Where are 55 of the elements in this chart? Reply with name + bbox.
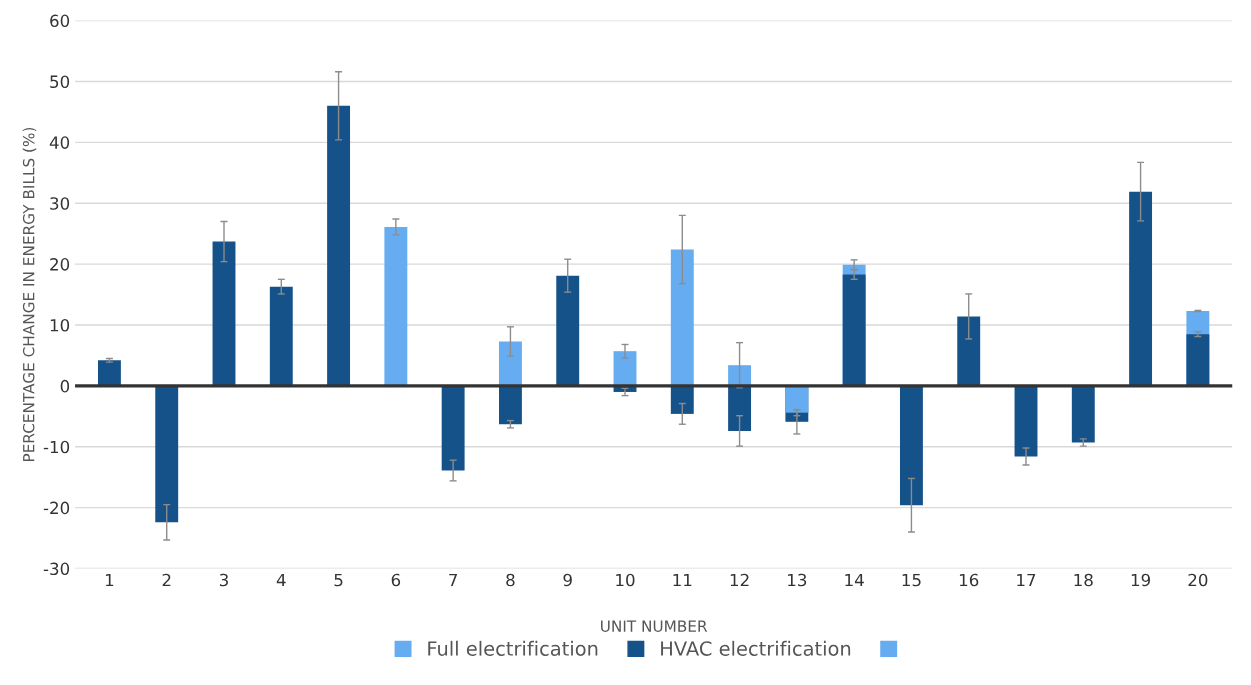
y-tick-label: 20 <box>50 258 70 271</box>
bar <box>269 286 293 386</box>
bar <box>957 316 981 386</box>
y-tick-label: 0 <box>60 379 70 393</box>
x-tick-label: 11 <box>673 573 692 587</box>
bar <box>899 385 923 506</box>
y-axis-title: PERCENTAGE CHANGE IN ENERGY BILLS (%) <box>22 127 37 462</box>
x-tick-label: 4 <box>276 573 286 587</box>
x-tick-label: 19 <box>1131 573 1151 587</box>
x-tick-label: 13 <box>788 573 807 587</box>
bar <box>670 249 694 386</box>
bar <box>1129 191 1153 386</box>
x-tick-label: 10 <box>616 573 635 587</box>
x-tick-label: 2 <box>162 573 171 587</box>
bar <box>155 385 179 523</box>
x-tick-label: 6 <box>391 573 401 587</box>
y-tick-label: -10 <box>43 440 70 454</box>
y-tick-label: 40 <box>49 136 70 149</box>
bar <box>785 385 809 413</box>
y-tick-label: 50 <box>50 75 70 89</box>
bar <box>728 385 752 431</box>
bar <box>212 241 236 386</box>
x-tick-label: 17 <box>1017 573 1036 587</box>
x-tick-label: 12 <box>730 573 749 587</box>
x-tick-label: 20 <box>1188 573 1208 587</box>
bar <box>97 360 121 386</box>
bar <box>613 351 637 386</box>
bar <box>384 226 408 386</box>
x-tick-label: 1 <box>105 573 114 587</box>
x-tick-label: 8 <box>506 573 515 587</box>
x-tick-label: 7 <box>449 573 458 587</box>
x-tick-label: 16 <box>959 573 979 587</box>
bar <box>498 385 522 425</box>
x-tick-label: 18 <box>1074 573 1093 587</box>
y-tick-label: -30 <box>43 562 70 576</box>
x-axis-title: UNIT NUMBER <box>601 620 708 632</box>
legend-label: HVAC electrification <box>661 640 851 656</box>
bar <box>556 275 580 386</box>
bar <box>327 105 351 386</box>
bar <box>1071 385 1095 443</box>
y-tick-label: 30 <box>50 197 70 210</box>
x-tick-label: 9 <box>563 573 572 587</box>
x-tick-label: 3 <box>219 573 228 587</box>
bar <box>670 385 694 414</box>
x-tick-label: 14 <box>845 573 864 587</box>
x-tick-label: 15 <box>902 573 921 587</box>
bar <box>1186 334 1210 386</box>
bar <box>441 385 465 471</box>
y-tick-label: 10 <box>50 318 70 332</box>
bar <box>498 341 522 386</box>
y-tick-label: -20 <box>43 501 70 515</box>
bar <box>1014 385 1038 457</box>
legend-label: Full electrification <box>428 640 598 656</box>
x-tick-label: 5 <box>334 573 343 587</box>
y-tick-label: 60 <box>50 14 70 28</box>
